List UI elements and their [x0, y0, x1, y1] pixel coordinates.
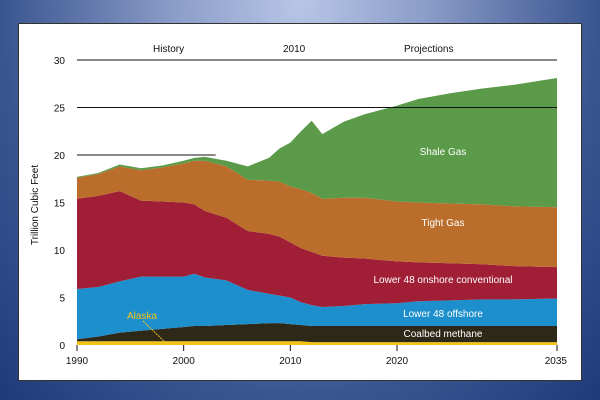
area-tight-gas [77, 160, 557, 268]
axes-group: 0 5 10 15 20 25 30 1990 2000 2010 2020 2035 [54, 56, 568, 367]
area-label-coalbed-methane: Coalbed methane [404, 329, 483, 340]
y-tick-label: 20 [54, 151, 66, 162]
annotation-projections: Projections [404, 44, 453, 55]
area-coalbed-methane [77, 323, 557, 343]
x-tick-label: 2035 [545, 356, 568, 367]
annotation-history: History [153, 44, 184, 55]
area-label-lower-48-offshore: Lower 48 offshore [403, 309, 483, 320]
y-axis-label: Trillion Cubic Feet [30, 165, 41, 245]
y-tick-label: 30 [54, 56, 66, 67]
y-tick-label: 15 [54, 199, 66, 210]
x-tick-label: 2010 [279, 356, 302, 367]
y-tick-label: 0 [59, 341, 65, 352]
area-lower-48-onshore-conventional [77, 191, 557, 307]
y-tick-label: 25 [54, 104, 66, 115]
x-tick-label: 2000 [173, 356, 196, 367]
area-labels: Shale Gas Tight Gas Lower 48 onshore conve… [127, 147, 513, 345]
area-lower-48-offshore [77, 273, 557, 340]
area-label-tight-gas: Tight Gas [422, 218, 465, 229]
annotation-2010: 2010 [283, 44, 306, 55]
y-tick-label: 10 [54, 246, 66, 257]
gridlines [77, 59, 557, 156]
area-label-shale-gas: Shale Gas [420, 147, 467, 158]
area-label-alaska: Alaska [127, 311, 157, 322]
areas-group [77, 78, 557, 345]
area-label-lower-48-onshore-conventional: Lower 48 onshore conventional [374, 275, 513, 286]
y-tick-label: 5 [59, 294, 65, 305]
x-tick-label: 2020 [386, 356, 409, 367]
area-alaska [77, 341, 557, 345]
area-shale-gas [77, 78, 557, 208]
alaska-leader-line [142, 320, 168, 345]
x-tick-label: 1990 [66, 356, 89, 367]
